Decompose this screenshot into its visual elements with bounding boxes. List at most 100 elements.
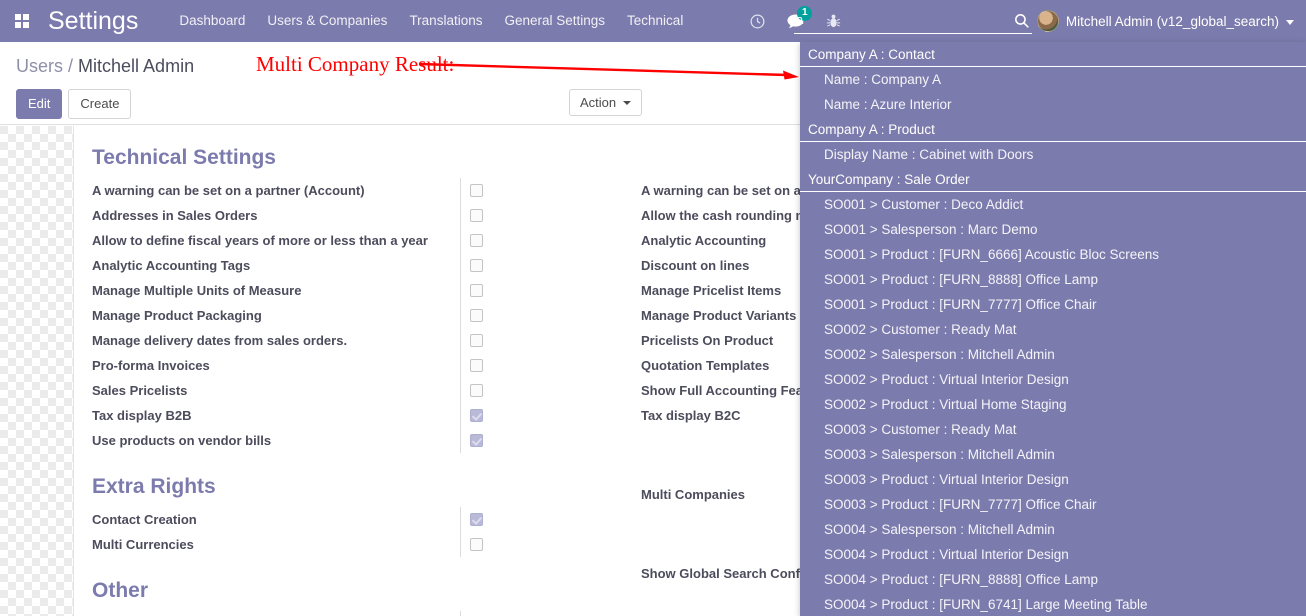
setting-row: Multi Currencies [92, 532, 492, 557]
menu-item-dashboard[interactable]: Dashboard [179, 13, 246, 28]
setting-label: Manage delivery dates from sales orders. [92, 333, 348, 348]
menu-item-technical[interactable]: Technical [627, 13, 684, 28]
setting-row: Pro-forma Invoices [92, 353, 492, 378]
setting-label: Manage Pricelist Items [641, 283, 782, 298]
search-result-item[interactable]: SO003 > Product : Virtual Interior Desig… [824, 472, 1069, 487]
checkbox-cell [460, 328, 492, 353]
search-result-item[interactable]: SO004 > Product : [FURN_8888] Office Lam… [824, 572, 1099, 587]
checkbox-cell [460, 428, 492, 453]
setting-label: Discount on lines [641, 258, 750, 273]
search-result-item[interactable]: SO003 > Product : [FURN_7777] Office Cha… [824, 497, 1097, 512]
checkbox-cell [460, 303, 492, 328]
top-navbar: Settings Dashboard Users & Companies Tra… [0, 0, 1306, 42]
search-icon[interactable] [1013, 12, 1032, 29]
search-result-item[interactable]: Display Name : Cabinet with Doors [824, 147, 1034, 162]
search-group-header: YourCompany : Sale Order [800, 167, 1306, 192]
setting-checkbox[interactable] [470, 384, 483, 397]
setting-checkbox[interactable] [470, 538, 483, 551]
main-menu: Dashboard Users & Companies Translations… [168, 0, 694, 42]
setting-label: Contact Creation [92, 512, 197, 527]
search-result-item[interactable]: SO002 > Salesperson : Mitchell Admin [824, 347, 1055, 362]
setting-label: Allow to define fiscal years of more or … [92, 233, 428, 248]
search-result-item[interactable]: SO001 > Product : [FURN_6666] Acoustic B… [824, 247, 1160, 262]
menu-item-translations[interactable]: Translations [409, 13, 483, 28]
global-search-box[interactable] [794, 8, 1032, 34]
setting-label: Pricelists On Product [641, 333, 774, 348]
setting-checkbox[interactable] [470, 359, 483, 372]
search-group-header: Company A : Contact [800, 42, 1306, 67]
setting-checkbox[interactable] [470, 309, 483, 322]
caret-down-icon [623, 100, 632, 105]
setting-checkbox[interactable] [470, 234, 483, 247]
setting-row: Manage delivery dates from sales orders. [92, 328, 492, 353]
user-menu[interactable]: Mitchell Admin (v12_global_search) [1036, 0, 1298, 42]
checkbox-cell [460, 253, 492, 278]
checkbox-cell [460, 403, 492, 428]
menu-item-general-settings[interactable]: General Settings [504, 13, 606, 28]
search-input[interactable] [794, 12, 1013, 29]
setting-label: Multi Companies [641, 487, 746, 502]
search-result-item[interactable]: Name : Company A [824, 72, 942, 87]
setting-label: Manage Product Packaging [92, 308, 262, 323]
chevron-down-icon [1286, 19, 1294, 25]
search-result-item[interactable]: SO001 > Salesperson : Marc Demo [824, 222, 1038, 237]
search-result-item[interactable]: SO002 > Customer : Ready Mat [824, 322, 1017, 337]
breadcrumb: Users / Mitchell Admin [16, 56, 194, 77]
setting-row: Sales Pricelists [92, 378, 492, 403]
setting-row: Analytic Accounting Tags [92, 253, 492, 278]
setting-label: Manage Multiple Units of Measure [92, 283, 302, 298]
group-title-other: Other [92, 579, 149, 602]
search-result-item[interactable]: SO004 > Salesperson : Mitchell Admin [824, 522, 1055, 537]
avatar [1036, 10, 1059, 32]
setting-label: Show Full Accounting Features [641, 383, 835, 398]
setting-row: Access to Private Addresses [92, 611, 492, 616]
annotation-text: Multi Company Result: [256, 52, 455, 76]
setting-label: Addresses in Sales Orders [92, 208, 258, 223]
group-title-extra-rights: Extra Rights [92, 475, 216, 498]
setting-checkbox[interactable] [470, 209, 483, 222]
setting-label: Manage Product Variants [641, 308, 797, 323]
checkbox-cell [460, 378, 492, 403]
setting-row: Contact Creation [92, 507, 492, 532]
settings-group-technical: A warning can be set on a partner (Accou… [92, 178, 492, 453]
search-result-item[interactable]: SO001 > Customer : Deco Addict [824, 197, 1024, 212]
search-result-item[interactable]: SO002 > Product : Virtual Interior Desig… [824, 372, 1069, 387]
menu-item-users-companies[interactable]: Users & Companies [267, 13, 388, 28]
edit-button[interactable]: Edit [16, 89, 63, 119]
create-button[interactable]: Create [68, 89, 132, 119]
setting-row: Tax display B2B [92, 403, 492, 428]
search-result-item[interactable]: SO004 > Product : Virtual Interior Desig… [824, 547, 1069, 562]
search-result-item[interactable]: SO001 > Product : [FURN_7777] Office Cha… [824, 297, 1097, 312]
checkbox-cell [460, 611, 492, 616]
search-result-item[interactable]: SO002 > Product : Virtual Home Staging [824, 397, 1067, 412]
setting-label: Multi Currencies [92, 537, 194, 552]
activity-clock-icon[interactable] [738, 0, 776, 42]
setting-checkbox[interactable] [470, 334, 483, 347]
setting-row: A warning can be set on a partner (Accou… [92, 178, 492, 203]
breadcrumb-parent[interactable]: Users [16, 56, 64, 76]
setting-checkbox[interactable] [470, 513, 483, 526]
breadcrumb-current: Mitchell Admin [78, 56, 195, 76]
search-result-item[interactable]: SO004 > Product : [FURN_6741] Large Meet… [824, 597, 1148, 612]
form-buttons: Edit Create [16, 89, 132, 119]
search-result-item[interactable]: SO003 > Salesperson : Mitchell Admin [824, 447, 1055, 462]
search-result-item[interactable]: SO003 > Customer : Ready Mat [824, 422, 1017, 437]
setting-label: Analytic Accounting [641, 233, 767, 248]
setting-label: Tax display B2B [92, 408, 192, 423]
app-brand-title[interactable]: Settings [48, 7, 139, 35]
setting-checkbox[interactable] [470, 259, 483, 272]
setting-row: Addresses in Sales Orders [92, 203, 492, 228]
setting-label: Sales Pricelists [92, 383, 188, 398]
checkbox-cell [460, 203, 492, 228]
apps-menu-button[interactable] [0, 0, 44, 42]
checkbox-cell [460, 353, 492, 378]
setting-checkbox[interactable] [470, 284, 483, 297]
setting-checkbox[interactable] [470, 184, 483, 197]
breadcrumb-separator: / [63, 56, 79, 76]
search-result-item[interactable]: Name : Azure Interior [824, 97, 952, 112]
setting-checkbox[interactable] [470, 434, 483, 447]
search-result-item[interactable]: SO001 > Product : [FURN_8888] Office Lam… [824, 272, 1099, 287]
setting-checkbox[interactable] [470, 409, 483, 422]
checkbox-cell [460, 278, 492, 303]
action-dropdown-button[interactable]: Action [569, 89, 643, 116]
